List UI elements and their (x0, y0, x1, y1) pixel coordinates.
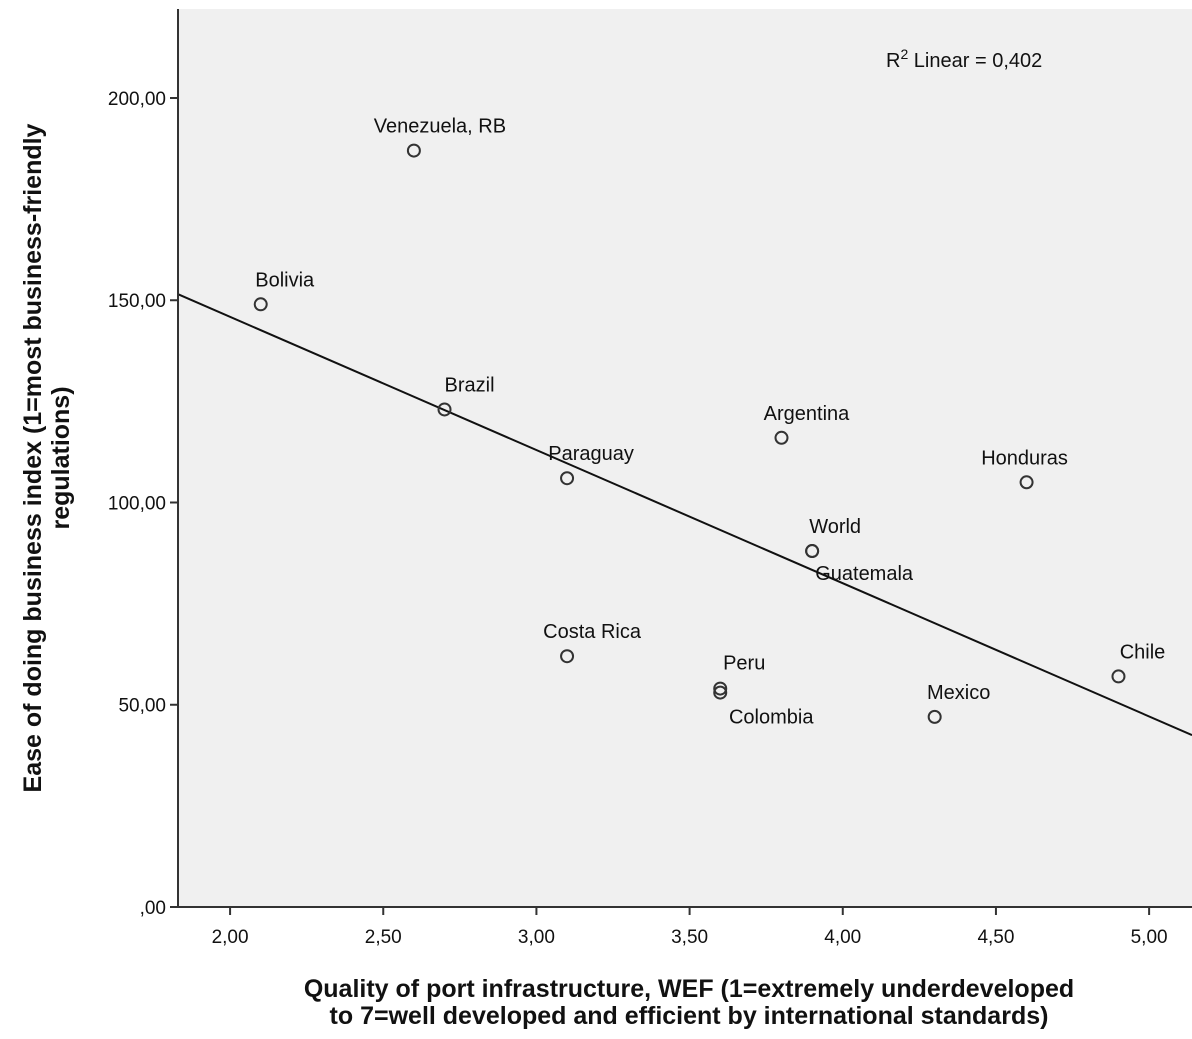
data-point (927, 709, 942, 724)
fit-line (177, 293, 1192, 737)
point-label: Guatemala (815, 563, 914, 585)
y-tick-label: ,00 (140, 898, 166, 919)
fit-line-layer (177, 293, 1192, 737)
data-point (713, 685, 728, 700)
point-label: Peru (723, 653, 765, 675)
point-label: Honduras (981, 447, 1068, 469)
point-label: Mexico (927, 682, 990, 704)
point-label: World (809, 516, 861, 538)
r2-value: Linear = 0,402 (908, 50, 1042, 72)
x-tick-label: 2,00 (212, 927, 249, 948)
data-point (713, 681, 728, 696)
data-point (1111, 669, 1126, 684)
point-labels-layer: Venezuela, RB Bolivia Brazil Argentina Parag… (255, 116, 1165, 729)
point-label: Colombia (729, 707, 814, 729)
x-ticks-layer: 2,00 2,50 3,00 3,50 4,00 4,50 5,00 (212, 907, 1168, 948)
r2-prefix: R (886, 50, 900, 72)
r2-annotation: R2 Linear = 0,402 (886, 46, 1042, 72)
x-tick-label: 3,50 (671, 927, 708, 948)
x-axis-title-line-1: Quality of port infrastructure, WEF (1=e… (304, 975, 1074, 1003)
r2-superscript: 2 (900, 46, 908, 62)
point-label: Venezuela, RB (374, 116, 506, 138)
data-point (1019, 475, 1034, 490)
point-label: Costa Rica (543, 621, 642, 643)
x-tick-label: 3,00 (518, 927, 555, 948)
x-tick-label: 2,50 (365, 927, 402, 948)
x-axis-title-line-2: to 7=well developed and efficient by int… (330, 1002, 1049, 1030)
y-axis-title-line-2: regulations) (47, 386, 75, 529)
data-point (437, 402, 452, 417)
y-tick-label: 150,00 (108, 291, 166, 312)
y-tick-label: 200,00 (108, 89, 166, 110)
data-point (560, 471, 575, 486)
point-label: Brazil (445, 374, 495, 396)
point-label: Bolivia (255, 269, 315, 291)
x-tick-label: 4,50 (977, 927, 1014, 948)
x-tick-label: 4,00 (824, 927, 861, 948)
point-label: Argentina (764, 403, 850, 425)
data-point (774, 430, 789, 445)
plot-area (178, 9, 1192, 907)
data-points-layer (253, 143, 1126, 724)
data-point (406, 143, 421, 158)
y-ticks-layer: ,00 50,00 100,00 150,00 200,00 (108, 89, 178, 919)
y-axis-title-line-1: Ease of doing business index (1=most bus… (19, 123, 47, 792)
y-tick-label: 100,00 (108, 493, 166, 514)
data-point (253, 297, 268, 312)
point-label: Paraguay (548, 443, 634, 465)
x-tick-label: 5,00 (1131, 927, 1168, 948)
data-point (805, 544, 820, 559)
point-label: Chile (1120, 641, 1166, 663)
y-tick-label: 50,00 (118, 696, 166, 717)
data-point (560, 649, 575, 664)
